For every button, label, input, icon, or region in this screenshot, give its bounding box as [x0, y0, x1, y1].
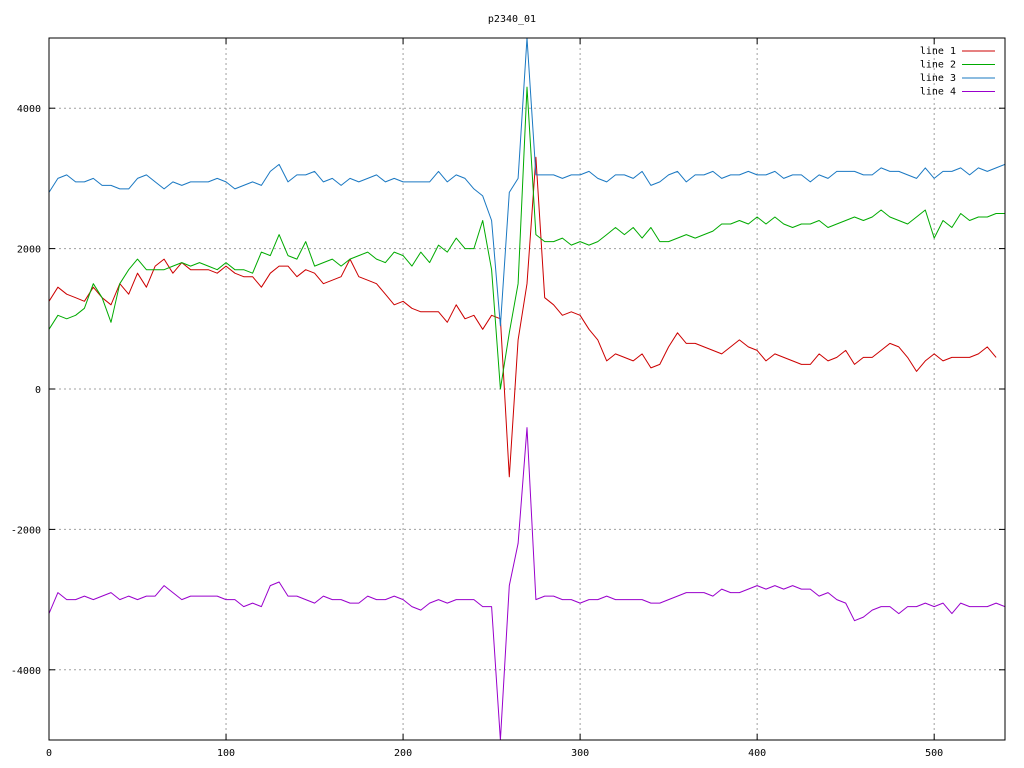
y-tick-label: -4000 [11, 666, 41, 677]
chart-title: p2340_01 [488, 14, 536, 25]
axis-ticks: 0 100 200 300 400 500 -4000 -2000 0 2000 4000 [11, 38, 1005, 759]
y-tick-label: -2000 [11, 525, 41, 536]
legend-label: line 4 [920, 87, 956, 98]
series-line-2 [49, 86, 1005, 390]
legend-label: line 2 [920, 60, 956, 71]
x-tick-label: 300 [571, 748, 589, 759]
x-tick-label: 500 [925, 748, 943, 759]
series-line-4 [49, 427, 1005, 740]
y-tick-label: 0 [35, 385, 41, 396]
series-layer [49, 38, 1005, 740]
x-tick-label: 0 [46, 748, 52, 759]
y-tick-label: 2000 [17, 245, 41, 256]
legend-label: line 3 [920, 73, 956, 84]
legend: line 1 line 2 line 3 line 4 [920, 46, 995, 98]
series-line-1 [49, 156, 997, 478]
series-line-3 [49, 38, 1005, 327]
x-tick-label: 100 [217, 748, 235, 759]
x-tick-label: 200 [394, 748, 412, 759]
grid-lines [48, 38, 1005, 740]
y-tick-label: 4000 [17, 104, 41, 115]
x-tick-label: 400 [748, 748, 766, 759]
plot-frame [48, 37, 1006, 741]
legend-label: line 1 [920, 46, 956, 57]
